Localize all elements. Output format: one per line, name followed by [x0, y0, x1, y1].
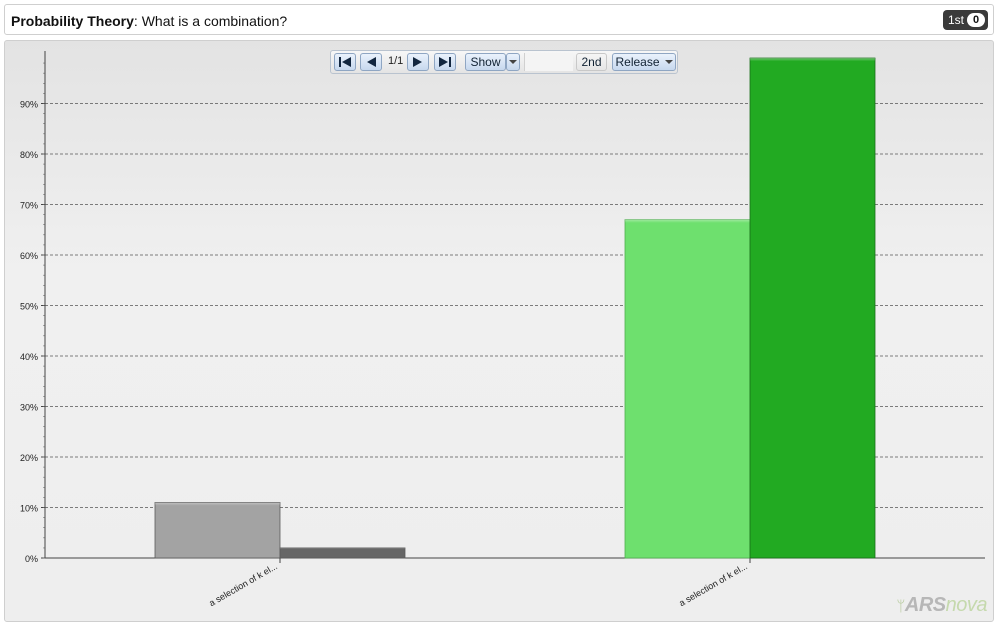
topic-label: Probability Theory	[11, 13, 134, 29]
second-round-button[interactable]: 2nd	[576, 53, 607, 71]
title-separator: :	[133, 13, 142, 29]
last-page-button[interactable]	[434, 53, 456, 71]
prev-page-button[interactable]	[360, 53, 382, 71]
y-tick-label: 90%	[20, 100, 38, 110]
y-tick-label: 20%	[20, 453, 38, 463]
y-tick-label: 40%	[20, 352, 38, 362]
antenna-icon: ᛘ	[896, 598, 905, 615]
first-page-button[interactable]	[334, 53, 356, 71]
logo-suffix: nova	[945, 594, 988, 616]
bar-chart: 0% 10% 20% 30% 40% 50% 60% 70% 80% 90% a selection…	[20, 51, 985, 608]
release-label: Release	[615, 55, 660, 69]
first-page-icon	[339, 57, 351, 67]
chart-toolbar: 1/1 Show 2nd Release	[330, 50, 678, 74]
bar	[624, 219, 751, 559]
bar	[749, 57, 876, 559]
x-tick-label: a selection of k el...	[677, 561, 749, 608]
bar-highlight	[280, 547, 405, 558]
question-title: Probability Theory: What is a combinatio…	[11, 13, 287, 29]
prev-page-icon	[367, 57, 376, 67]
round-label: 1st	[947, 13, 964, 27]
y-tick-label: 80%	[20, 150, 38, 160]
question-header: Probability Theory: What is a combinatio…	[4, 4, 994, 35]
answer-count: 0	[967, 13, 985, 27]
y-tick-label: 50%	[20, 302, 38, 312]
bar-highlight	[750, 58, 875, 99]
next-page-icon	[413, 57, 422, 67]
y-tick-label: 10%	[20, 504, 38, 514]
y-tick-label: 0%	[25, 554, 38, 564]
chevron-down-icon	[509, 60, 517, 64]
y-tick-label: 60%	[20, 251, 38, 261]
chevron-down-icon	[664, 60, 673, 64]
show-button[interactable]: Show	[465, 53, 506, 71]
chart-panel: 0% 10% 20% 30% 40% 50% 60% 70% 80% 90% a selection…	[4, 40, 994, 622]
round-badge: 1st 0	[942, 10, 988, 30]
arsnova-logo: ᛘARSnova	[896, 594, 987, 617]
toolbar-spacer	[524, 53, 573, 71]
show-label: Show	[470, 55, 501, 69]
page-indicator: 1/1	[388, 55, 404, 67]
show-dropdown-button[interactable]	[506, 53, 520, 71]
last-page-icon	[439, 57, 451, 67]
release-button[interactable]: Release	[612, 53, 676, 71]
bar-highlight	[155, 502, 280, 543]
second-round-label: 2nd	[581, 55, 602, 69]
y-tick-label: 30%	[20, 403, 38, 413]
question-text: What is a combination?	[141, 13, 288, 29]
bar-highlight	[625, 219, 750, 260]
y-tick-label: 70%	[20, 201, 38, 211]
next-page-button[interactable]	[407, 53, 429, 71]
x-tick-label: a selection of k el...	[207, 561, 279, 608]
logo-brand: ARS	[904, 594, 946, 616]
